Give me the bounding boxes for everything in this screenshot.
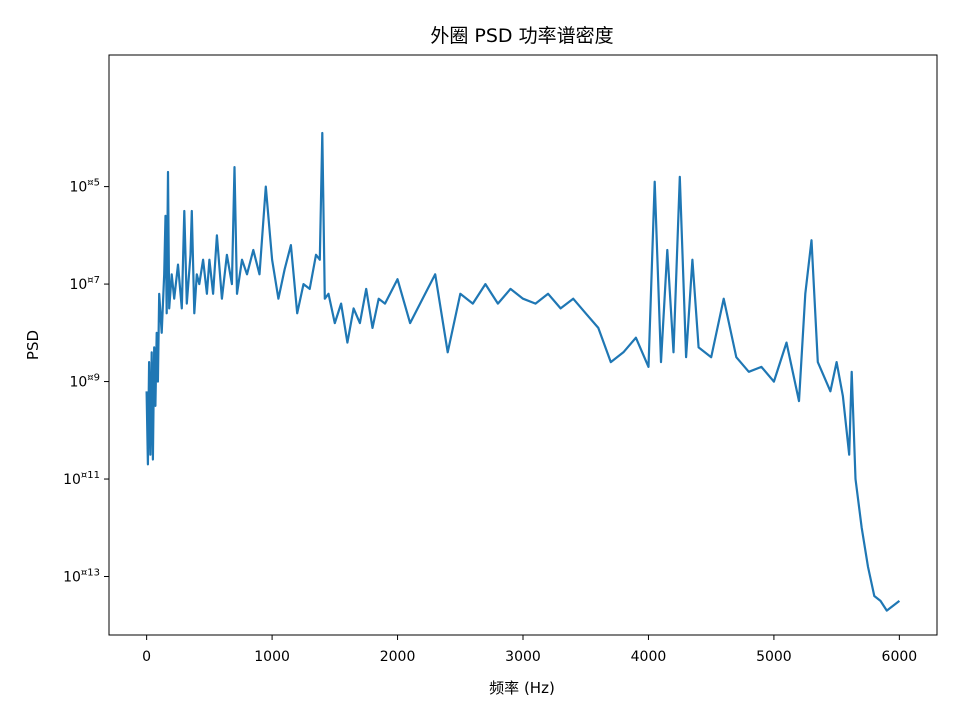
psd-series-line-0: [145, 131, 901, 612]
y-tick-label: 10¤13: [63, 568, 100, 586]
x-axis: 0 1000 2000 3000 4000 5000 6000: [142, 635, 917, 665]
x-tick-label: 1000: [254, 649, 290, 665]
y-tick-label: 10¤9: [69, 373, 100, 391]
x-tick-label: 0: [142, 649, 151, 665]
x-tick-label: 4000: [631, 649, 667, 665]
y-axis-label: PSD: [24, 330, 42, 360]
series-layer: [145, 131, 901, 612]
chart-title: 外圈 PSD 功率谱密度: [430, 25, 613, 47]
x-tick-label: 3000: [505, 649, 541, 665]
y-tick-label: 10¤7: [69, 275, 100, 293]
y-tick-label: 10¤11: [63, 470, 100, 488]
x-tick-label: 2000: [380, 649, 416, 665]
x-tick-label: 5000: [756, 649, 792, 665]
x-tick-label: 6000: [882, 649, 918, 665]
y-axis: 10¤5 10¤7 10¤9 10¤11 10¤13: [63, 178, 109, 586]
x-axis-label: 频率 (Hz): [489, 679, 555, 697]
y-tick-label: 10¤5: [69, 178, 100, 196]
